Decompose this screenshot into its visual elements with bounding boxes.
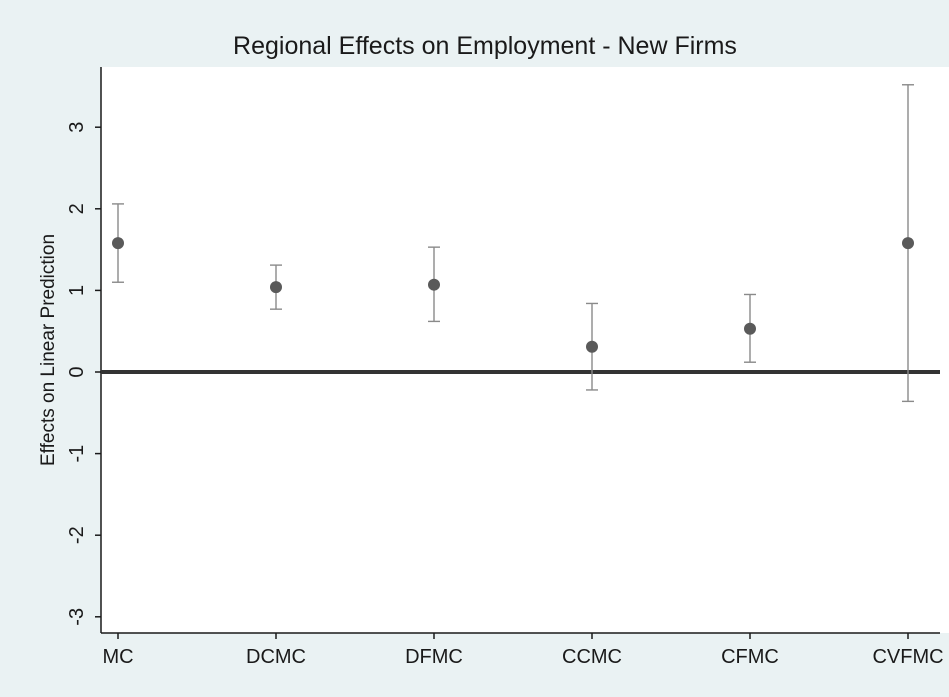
y-tick-label: 3: [66, 122, 88, 133]
marker-cfmc: [744, 322, 756, 335]
x-tick-label: CFMC: [721, 646, 779, 668]
y-tick-label: 2: [66, 203, 88, 214]
chart-title: Regional Effects on Employment - New Fir…: [233, 32, 737, 60]
y-axis-label: Effects on Linear Prediction: [38, 234, 59, 466]
y-tick-label: -3: [66, 608, 88, 626]
marker-cvfmc: [902, 237, 914, 250]
marker-dcmc: [270, 281, 282, 294]
x-tick-label: MC: [102, 646, 133, 668]
x-tick-label: CVFMC: [872, 646, 943, 668]
x-ticks: MC DCMC DFMC CCMC CFMC CVFMC: [102, 633, 944, 668]
x-tick-label: DCMC: [246, 646, 306, 668]
plot-area: [101, 67, 949, 633]
marker-dfmc: [428, 278, 440, 291]
marker-ccmc: [586, 340, 598, 353]
marker-mc: [112, 237, 124, 250]
y-ticks: -3 -2 -1 0 1 2 3: [66, 122, 101, 626]
y-tick-label: 0: [66, 366, 88, 377]
x-tick-label: DFMC: [405, 646, 463, 668]
y-tick-label: -2: [66, 526, 88, 544]
x-tick-label: CCMC: [562, 646, 622, 668]
y-tick-label: -1: [66, 445, 88, 463]
point-estimate-markers: [112, 237, 914, 353]
y-tick-label: 1: [66, 285, 88, 296]
